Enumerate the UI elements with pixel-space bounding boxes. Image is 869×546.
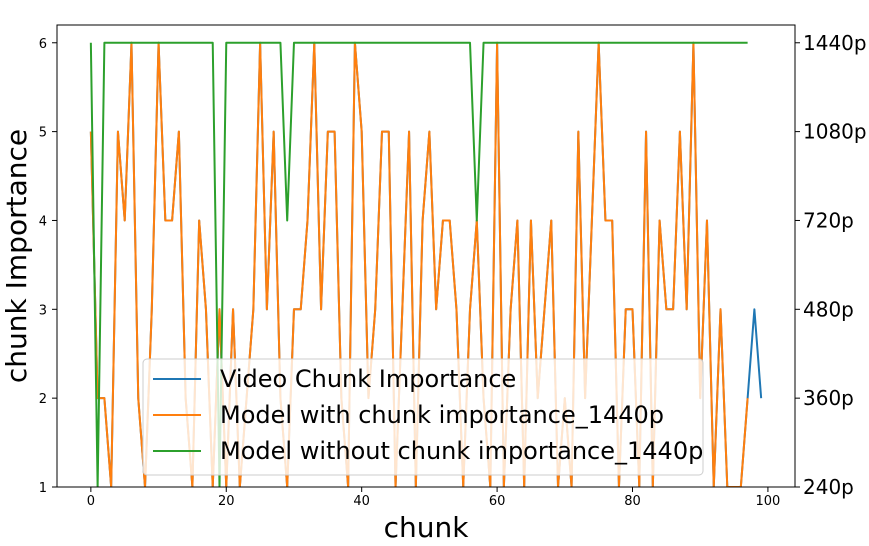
y2-tick-label: 240p	[803, 475, 854, 499]
legend-box	[142, 358, 704, 476]
y-tick-label: 4	[39, 214, 47, 229]
y-axis-title: chunk Importance	[0, 129, 33, 383]
y2-tick-label: 1080p	[803, 120, 867, 144]
y-tick-label: 5	[39, 126, 47, 141]
x-tick-label: 40	[353, 494, 370, 509]
y-tick-label: 1	[39, 481, 47, 496]
x-tick-label: 20	[218, 494, 235, 509]
legend: Video Chunk Importance Model with chunk i…	[142, 358, 704, 476]
x-axis-title: chunk	[384, 511, 470, 544]
legend-label-3: Model without chunk importance_1440p	[220, 437, 703, 465]
x-tick-label: 100	[756, 494, 781, 509]
y-tick-label: 6	[39, 37, 47, 52]
y-tick-label: 2	[39, 392, 47, 407]
x-tick-label: 80	[624, 494, 641, 509]
y2-tick-label: 480p	[803, 297, 854, 321]
x-tick-label: 0	[87, 494, 95, 509]
y2-tick-label: 720p	[803, 208, 854, 232]
x-tick-label: 60	[489, 494, 506, 509]
series-line-3	[89, 41, 748, 487]
plot-frame	[56, 24, 796, 488]
tick-layer: 0 20 40 60 80 100 1 2 3 4 5 6 240p 360p 480p 720p 1080p 1…	[39, 31, 867, 509]
legend-label-1: Video Chunk Importance	[220, 365, 516, 393]
legend-label-2: Model with chunk importance_1440p	[220, 401, 664, 429]
y2-tick-label: 1440p	[803, 31, 867, 55]
y-tick-label: 3	[39, 303, 47, 318]
y2-tick-label: 360p	[803, 386, 854, 410]
